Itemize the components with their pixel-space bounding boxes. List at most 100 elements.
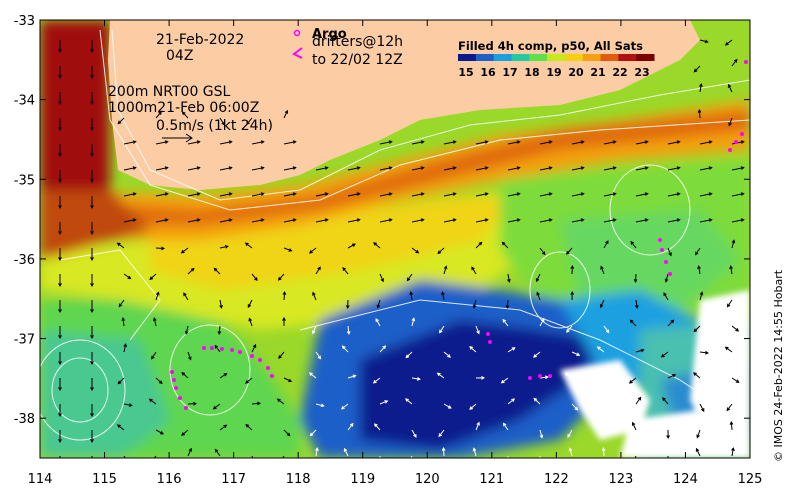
velocity-arrow-head: [564, 372, 569, 377]
velocity-arrow: [731, 59, 738, 67]
colorbar-swatch: [600, 54, 619, 61]
velocity-arrow: [312, 292, 317, 301]
velocity-arrow: [278, 273, 285, 281]
velocity-arrow-head: [668, 252, 672, 257]
velocity-arrow-head: [90, 153, 94, 158]
colorbar-swatch: [564, 54, 584, 61]
velocity-arrow: [630, 241, 637, 249]
velocity-arrow: [155, 429, 164, 435]
velocity-arrow-head: [502, 318, 507, 323]
velocity-arrow: [473, 448, 477, 457]
velocity-arrow-head: [58, 413, 62, 418]
velocity-arrow-head: [644, 218, 649, 222]
velocity-arrow: [251, 167, 264, 171]
velocity-arrow: [373, 242, 381, 249]
velocity-arrow: [251, 193, 264, 197]
velocity-arrow: [155, 167, 168, 171]
velocity-arrow: [501, 377, 509, 384]
colorbar: [458, 54, 655, 61]
velocity-arrow: [441, 292, 445, 301]
velocity-arrow-head: [380, 278, 384, 283]
velocity-arrow-head: [292, 166, 297, 170]
velocity-arrow: [347, 243, 356, 249]
velocity-arrow: [181, 372, 189, 379]
velocity-arrow: [475, 325, 480, 334]
velocity-arrow: [469, 346, 477, 353]
velocity-arrow: [118, 299, 125, 307]
velocity-arrow: [603, 141, 616, 145]
velocity-arrow: [635, 349, 644, 353]
credit-sidebar: © IMOS 24-Feb-2022 14:55 Hobart: [772, 269, 785, 462]
velocity-arrow: [635, 219, 648, 223]
velocity-arrow: [251, 141, 264, 145]
velocity-arrow-head: [90, 387, 94, 392]
velocity-arrow-head: [447, 405, 452, 409]
velocity-arrow-head: [420, 192, 425, 196]
velocity-arrow: [726, 403, 733, 411]
velocity-arrow: [213, 403, 221, 410]
velocity-arrow-head: [580, 192, 585, 196]
velocity-arrow-head: [317, 266, 321, 271]
velocity-arrow: [374, 423, 381, 431]
velocity-arrow-head: [413, 433, 417, 438]
velocity-arrow-head: [724, 41, 729, 46]
velocity-arrow-head: [320, 403, 325, 408]
velocity-arrow: [187, 167, 200, 171]
velocity-arrow-head: [567, 433, 571, 438]
velocity-arrow-head: [90, 361, 94, 366]
velocity-arrow: [187, 219, 200, 223]
velocity-arrow: [151, 351, 157, 360]
velocity-arrow-head: [570, 290, 575, 295]
velocity-arrow-head: [580, 218, 585, 222]
velocity-arrow-head: [132, 192, 137, 196]
velocity-arrow: [183, 292, 189, 301]
velocity-arrow: [187, 448, 192, 457]
velocity-arrow: [539, 141, 552, 145]
velocity-arrow-head: [644, 166, 649, 170]
velocity-arrow-head: [190, 267, 195, 272]
velocity-arrow: [411, 377, 420, 380]
velocity-arrow: [219, 141, 232, 145]
velocity-arrow: [475, 219, 488, 223]
velocity-arrow-head: [276, 398, 281, 403]
velocity-arrow-head: [536, 291, 540, 296]
colorbar-label: 19: [546, 66, 561, 79]
velocity-arrow: [219, 245, 228, 249]
velocity-arrow: [603, 167, 616, 171]
velocity-arrow-head: [666, 435, 670, 440]
velocity-arrow-head: [164, 218, 169, 222]
velocity-arrow-head: [533, 354, 537, 358]
velocity-arrow-head: [693, 328, 698, 333]
velocity-arrow-head: [221, 121, 225, 126]
velocity-arrow: [443, 266, 447, 275]
velocity-arrow-head: [729, 420, 734, 425]
velocity-arrow-head: [342, 266, 346, 271]
velocity-arrow: [442, 447, 445, 457]
velocity-arrow-head: [388, 140, 393, 144]
velocity-arrow: [251, 344, 257, 353]
velocity-arrow-head: [58, 49, 62, 54]
velocity-arrow-head: [708, 166, 713, 170]
velocity-arrow-head: [315, 447, 319, 452]
velocity-arrow-head: [324, 166, 329, 170]
velocity-arrow: [219, 424, 227, 431]
velocity-arrow: [251, 219, 264, 223]
velocity-arrow: [698, 109, 701, 119]
colorbar-swatch: [636, 54, 655, 61]
velocity-arrow: [507, 398, 515, 405]
velocity-arrow-head: [708, 192, 713, 196]
velocity-arrow-head: [411, 317, 416, 322]
velocity-arrow: [153, 455, 157, 458]
velocity-arrow-head: [214, 448, 219, 453]
velocity-arrow-head: [90, 413, 94, 418]
bathymetry-contours: [40, 29, 750, 441]
velocity-arrow-head: [452, 166, 457, 170]
velocity-arrow-head: [437, 250, 442, 255]
colorbar-label: 16: [480, 66, 496, 79]
velocity-arrow: [245, 242, 253, 249]
velocity-arrow: [283, 219, 296, 223]
velocity-arrow-head: [148, 398, 153, 403]
velocity-arrow: [251, 455, 254, 458]
velocity-arrow: [571, 141, 584, 145]
